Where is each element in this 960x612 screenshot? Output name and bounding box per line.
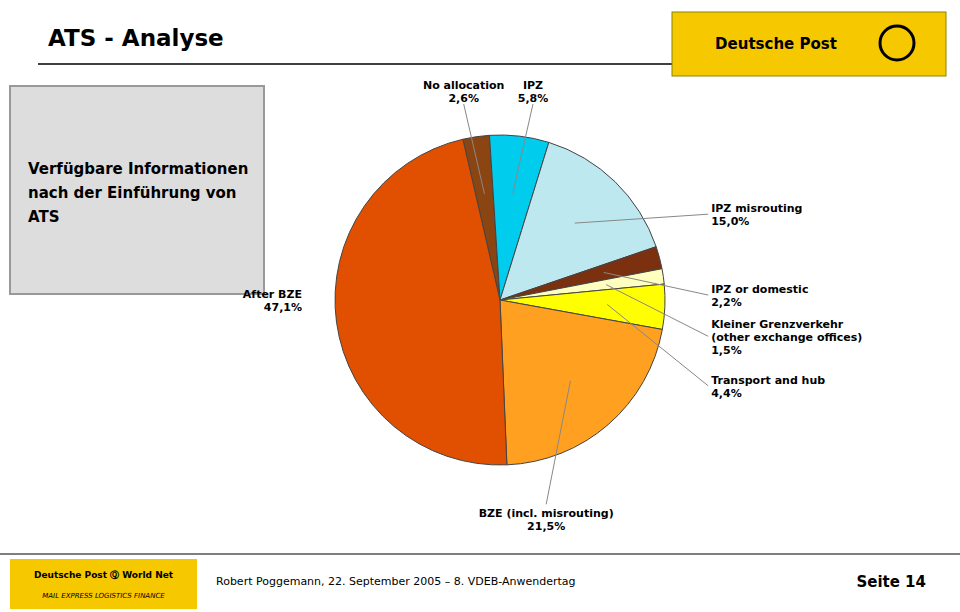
subtitle-box bbox=[10, 86, 264, 294]
slice-label-line: IPZ misrouting bbox=[711, 202, 802, 215]
slice-label-line: 4,4% bbox=[711, 387, 742, 400]
pie bbox=[335, 135, 665, 465]
slice-label-line: No allocation bbox=[423, 79, 504, 92]
logo-icon bbox=[880, 26, 914, 60]
slice-label-line: 15,0% bbox=[711, 215, 749, 228]
chart-svg: ATS - Analyse Deutsche Post Verfügbare Inf… bbox=[0, 0, 960, 612]
leader-line bbox=[575, 214, 708, 223]
slice-label: IPZ misrouting15,0% bbox=[711, 202, 802, 228]
title: ATS - Analyse bbox=[48, 25, 224, 51]
leader-line bbox=[464, 104, 485, 194]
footer-logo-text: Deutsche Post Ⓠ World Net bbox=[34, 570, 174, 580]
leader-line bbox=[606, 285, 708, 337]
slice-label-line: 5,8% bbox=[518, 92, 549, 105]
slice-label-line: (other exchange offices) bbox=[711, 331, 862, 344]
pie-slice bbox=[500, 300, 662, 465]
slice-label-line: IPZ bbox=[523, 79, 543, 92]
title-rule bbox=[38, 63, 739, 65]
chart-root: ATS - Analyse Deutsche Post Verfügbare Inf… bbox=[0, 0, 960, 612]
leader-line bbox=[513, 104, 533, 194]
logo-box bbox=[672, 12, 946, 76]
subtitle-line: Verfügbare Informationen bbox=[28, 160, 248, 178]
slice-label: Kleiner Grenzverkehr(other exchange offi… bbox=[711, 318, 862, 357]
slice-label-line: After BZE bbox=[243, 288, 302, 301]
slice-label: IPZ5,8% bbox=[518, 79, 549, 105]
slice-labels: No allocation2,6% IPZ5,8% IPZ misrouting15… bbox=[243, 79, 862, 533]
slice-label-line: 2,2% bbox=[711, 296, 742, 309]
leader-line bbox=[607, 304, 708, 385]
slice-label-line: 2,6% bbox=[448, 92, 479, 105]
slice-label-line: BZE (incl. misrouting) bbox=[479, 507, 614, 520]
pie-slice bbox=[335, 139, 507, 465]
subtitle-line: nach der Einführung von bbox=[28, 184, 237, 202]
slice-label-line: IPZ or domestic bbox=[711, 283, 808, 296]
slice-label: IPZ or domestic2,2% bbox=[711, 283, 808, 309]
slice-label-line: Kleiner Grenzverkehr bbox=[711, 318, 844, 331]
slice-label-line: Transport and hub bbox=[711, 374, 825, 387]
subtitle: Verfügbare Informationen nach der Einführ… bbox=[28, 160, 248, 226]
subtitle-line: ATS bbox=[28, 208, 59, 226]
slice-label: No allocation2,6% bbox=[423, 79, 504, 105]
slice-label-line: 21,5% bbox=[527, 520, 565, 533]
logo-text: Deutsche Post bbox=[715, 35, 837, 53]
slice-label: After BZE47,1% bbox=[243, 288, 302, 314]
slice-label-line: 1,5% bbox=[711, 344, 742, 357]
leader-line bbox=[546, 381, 570, 504]
footer-rule bbox=[0, 553, 960, 554]
slice-label: Transport and hub4,4% bbox=[711, 374, 825, 400]
footer-logo-tagline: MAIL EXPRESS LOGISTICS FINANCE bbox=[42, 592, 165, 600]
slice-label-line: 47,1% bbox=[264, 301, 302, 314]
page-number: Seite 14 bbox=[856, 573, 926, 591]
footer-logo bbox=[10, 559, 197, 609]
slice-label: BZE (incl. misrouting)21,5% bbox=[479, 507, 614, 533]
background bbox=[0, 0, 960, 612]
footer-text: Robert Poggemann, 22. September 2005 – 8… bbox=[216, 575, 576, 588]
